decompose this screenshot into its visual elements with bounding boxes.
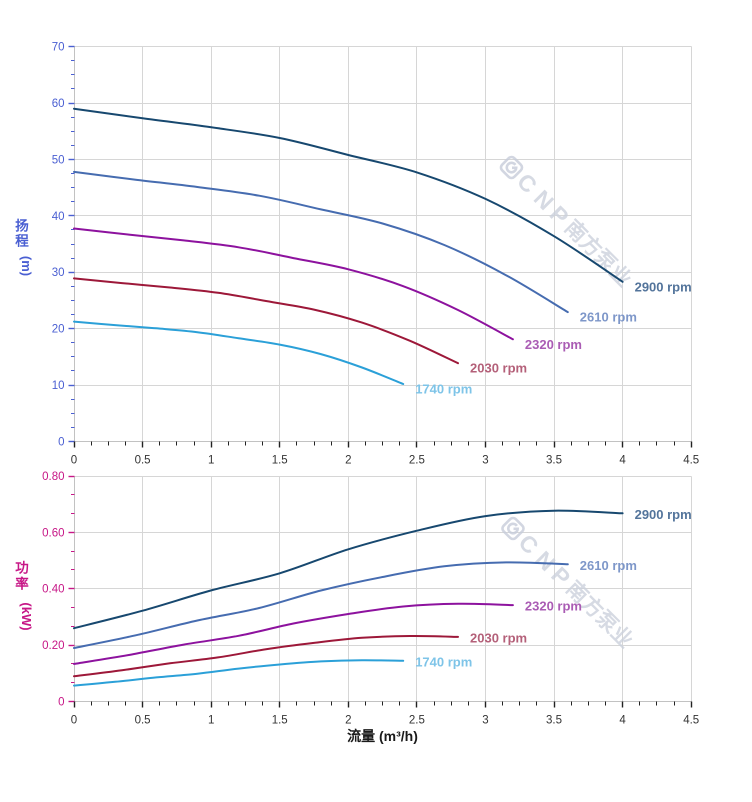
svg-text:0: 0	[71, 455, 77, 467]
svg-text:3: 3	[482, 715, 488, 727]
svg-text:2610 rpm: 2610 rpm	[580, 310, 637, 325]
svg-text:0: 0	[58, 436, 64, 448]
svg-text:3.5: 3.5	[546, 455, 562, 467]
svg-text:1740 rpm: 1740 rpm	[415, 382, 472, 397]
svg-text:0.40: 0.40	[42, 584, 64, 596]
svg-text:0.60: 0.60	[42, 527, 64, 539]
svg-text:0.5: 0.5	[135, 715, 151, 727]
svg-text:10: 10	[52, 380, 65, 392]
svg-text:4: 4	[619, 715, 626, 727]
svg-text:60: 60	[52, 98, 65, 110]
svg-text:(m): (m)	[19, 256, 34, 276]
svg-text:4.5: 4.5	[683, 455, 699, 467]
svg-text:率: 率	[15, 576, 29, 592]
svg-text:流量 (m³/h): 流量 (m³/h)	[347, 728, 418, 744]
svg-text:30: 30	[52, 267, 65, 279]
svg-text:1.5: 1.5	[272, 455, 288, 467]
svg-text:2: 2	[345, 715, 351, 727]
svg-text:程: 程	[15, 234, 29, 249]
svg-text:2610 rpm: 2610 rpm	[580, 558, 637, 573]
svg-text:0.80: 0.80	[42, 471, 64, 483]
svg-text:2030 rpm: 2030 rpm	[470, 630, 527, 645]
svg-text:0.20: 0.20	[42, 640, 64, 652]
svg-text:2900 rpm: 2900 rpm	[635, 507, 692, 522]
svg-text:扬: 扬	[15, 218, 29, 234]
svg-text:2.5: 2.5	[409, 455, 425, 467]
svg-text:2320 rpm: 2320 rpm	[525, 599, 582, 614]
svg-text:20: 20	[52, 324, 65, 336]
svg-text:40: 40	[52, 211, 65, 223]
svg-text:1740 rpm: 1740 rpm	[415, 654, 472, 669]
svg-text:4.5: 4.5	[683, 715, 699, 727]
svg-text:2320 rpm: 2320 rpm	[525, 337, 582, 352]
svg-text:50: 50	[52, 154, 65, 166]
svg-text:2: 2	[345, 455, 351, 467]
svg-text:1: 1	[208, 455, 214, 467]
svg-text:3.5: 3.5	[546, 715, 562, 727]
svg-text:0: 0	[58, 696, 64, 708]
svg-text:1.5: 1.5	[272, 715, 288, 727]
svg-text:70: 70	[52, 42, 65, 54]
svg-text:0: 0	[71, 715, 77, 727]
svg-text:4: 4	[619, 455, 626, 467]
svg-text:功: 功	[15, 561, 29, 576]
svg-text:(kW): (kW)	[19, 602, 34, 630]
svg-text:0.5: 0.5	[135, 455, 151, 467]
svg-text:1: 1	[208, 715, 214, 727]
svg-text:2030 rpm: 2030 rpm	[470, 361, 527, 376]
svg-text:2.5: 2.5	[409, 715, 425, 727]
svg-text:3: 3	[482, 455, 488, 467]
svg-text:2900 rpm: 2900 rpm	[635, 279, 692, 294]
